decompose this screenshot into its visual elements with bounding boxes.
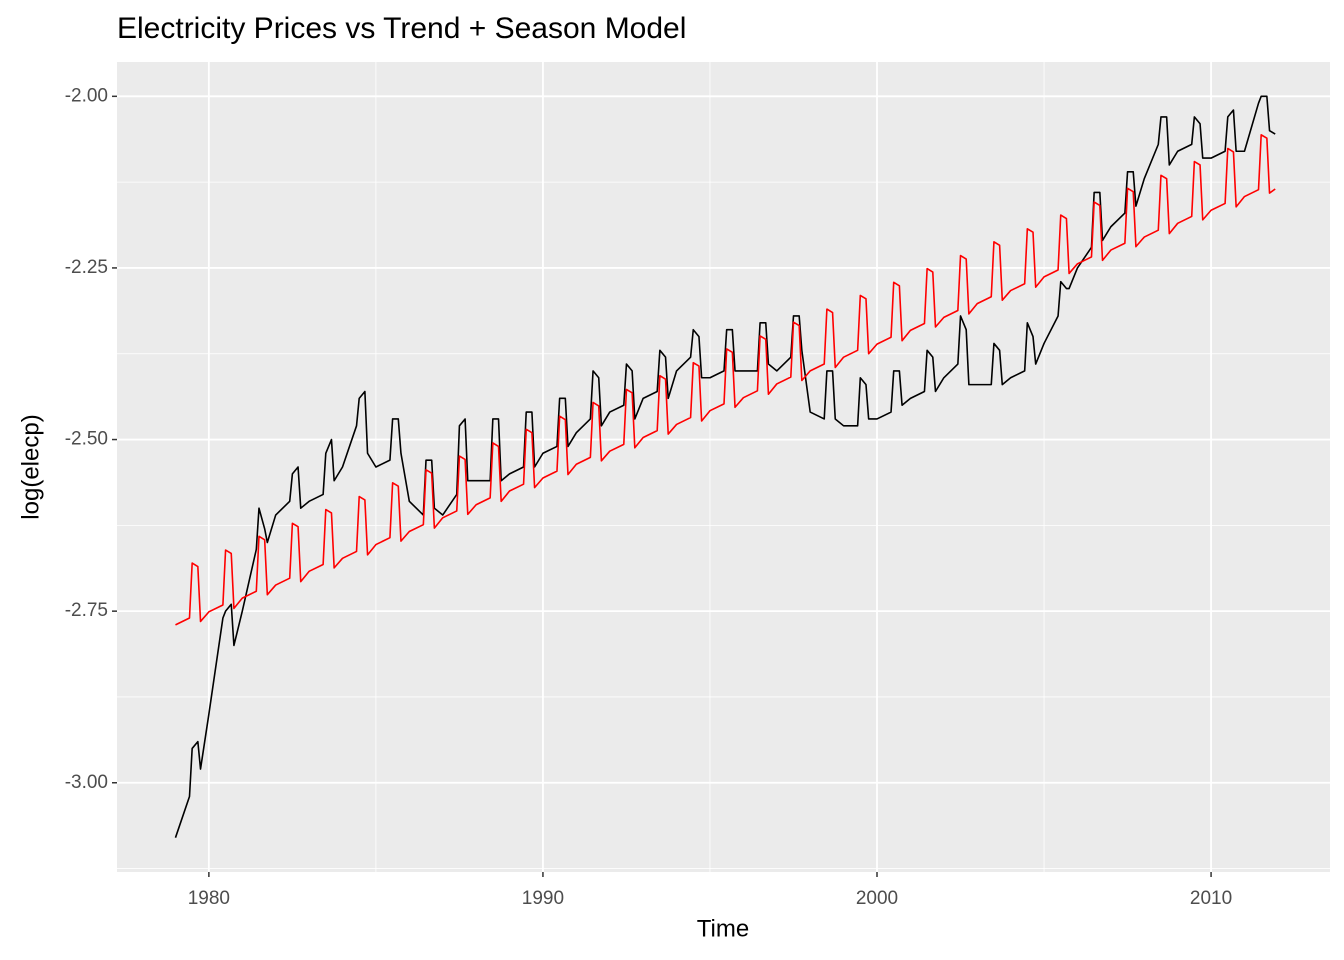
x-tick-label: 2000 <box>856 888 898 909</box>
x-axis-title: Time <box>697 915 749 942</box>
y-tick-label: -2.50 <box>65 429 108 450</box>
y-tick-label: -2.25 <box>65 257 108 278</box>
series-line <box>175 133 1276 626</box>
y-tick-label: -2.75 <box>65 600 108 621</box>
x-tick-label: 2010 <box>1190 888 1232 909</box>
x-tick-label: 1980 <box>188 888 230 909</box>
series-line <box>174 95 1276 838</box>
y-tick-label: -2.00 <box>65 85 108 106</box>
chart-title: Electricity Prices vs Trend + Season Mod… <box>117 12 686 45</box>
plot-panel <box>117 62 1330 872</box>
y-axis-title: log(elecp) <box>17 414 44 519</box>
x-tick-label: 1990 <box>522 888 564 909</box>
y-tick-label: -3.00 <box>65 772 108 793</box>
grid <box>117 62 1330 872</box>
plot-marks <box>174 95 1276 838</box>
